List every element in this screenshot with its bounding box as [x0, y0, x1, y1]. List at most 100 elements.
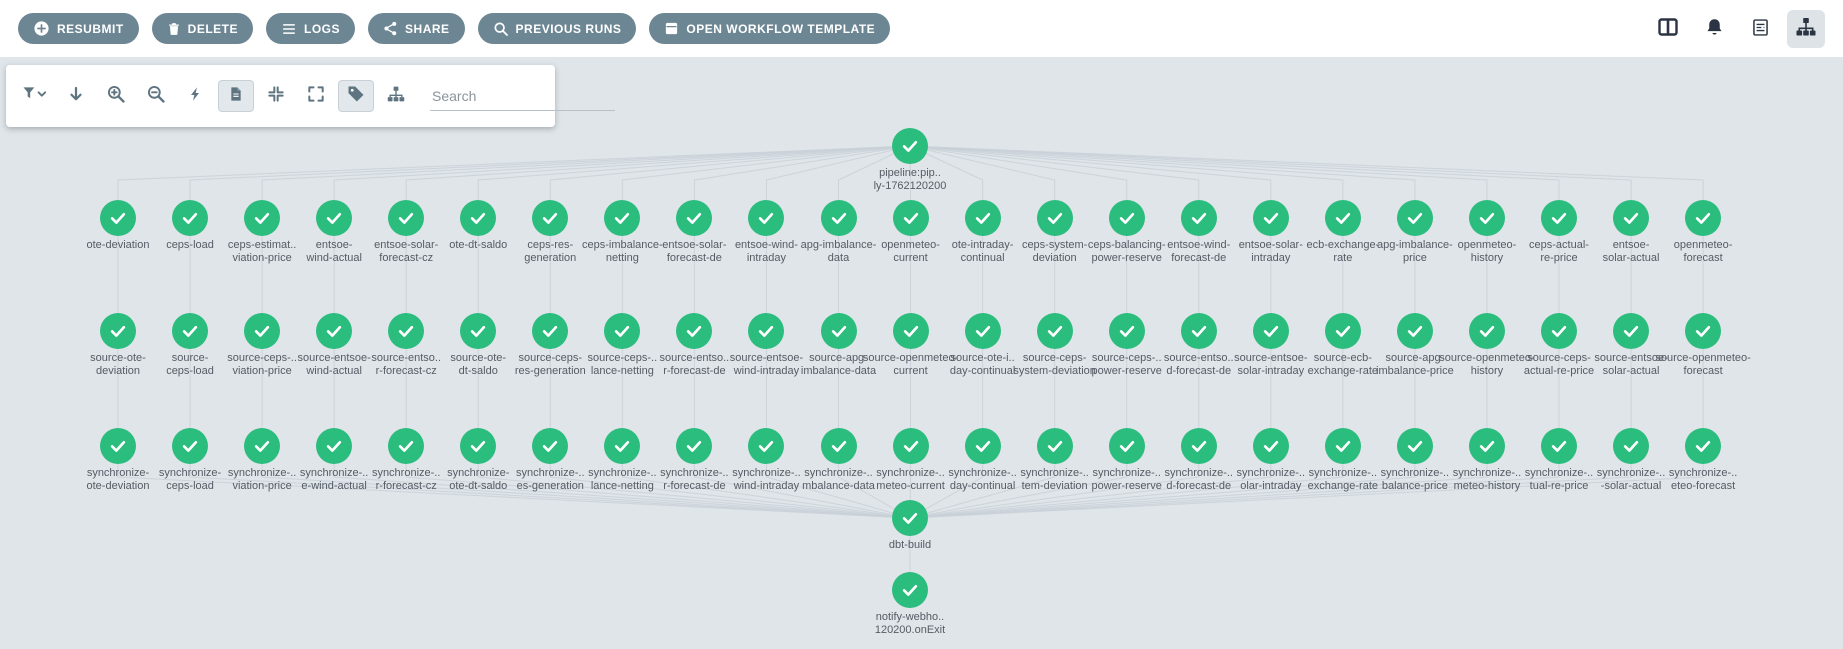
filter-button[interactable]: [18, 80, 54, 112]
node-status-succeeded-icon[interactable]: [172, 428, 209, 464]
split-columns-button[interactable]: [1649, 10, 1687, 48]
node-status-succeeded-icon[interactable]: [316, 428, 353, 464]
node-status-succeeded-icon[interactable]: [388, 313, 425, 349]
node-status-succeeded-icon[interactable]: [1252, 313, 1289, 349]
node-status-succeeded-icon[interactable]: [892, 572, 928, 608]
node-status-succeeded-icon[interactable]: [1036, 428, 1073, 464]
node-status-succeeded-icon[interactable]: [532, 200, 569, 236]
node-status-succeeded-icon[interactable]: [1685, 313, 1722, 349]
resubmit-button[interactable]: RESUBMIT: [18, 13, 139, 44]
dag-node: entsoe-wind-actual: [268, 200, 400, 264]
node-status-succeeded-icon[interactable]: [748, 200, 785, 236]
collapse-nodes-button[interactable]: [258, 80, 294, 112]
delete-button[interactable]: DELETE: [151, 13, 254, 44]
lightning-icon: [188, 84, 204, 109]
node-status-succeeded-icon[interactable]: [892, 128, 928, 164]
node-status-succeeded-icon[interactable]: [1036, 313, 1073, 349]
node-status-succeeded-icon[interactable]: [388, 200, 425, 236]
node-status-succeeded-icon[interactable]: [100, 200, 136, 236]
node-status-succeeded-icon[interactable]: [532, 313, 569, 349]
node-status-succeeded-icon[interactable]: [460, 313, 497, 349]
dag-node: synchronize-ceps-load: [124, 428, 256, 492]
report-button[interactable]: [1741, 10, 1779, 48]
node-status-succeeded-icon[interactable]: [892, 200, 929, 236]
node-status-succeeded-icon[interactable]: [1541, 200, 1577, 236]
node-status-succeeded-icon[interactable]: [316, 200, 353, 236]
node-status-succeeded-icon[interactable]: [316, 313, 353, 349]
node-status-succeeded-icon[interactable]: [172, 313, 209, 349]
show-labels-button[interactable]: [338, 80, 374, 112]
node-status-succeeded-icon[interactable]: [1324, 428, 1361, 464]
node-status-succeeded-icon[interactable]: [1324, 313, 1361, 349]
node-status-succeeded-icon[interactable]: [100, 313, 136, 349]
node-status-succeeded-icon[interactable]: [1396, 428, 1433, 464]
dag-node: source-apg-imbalance-price: [1349, 313, 1481, 377]
node-status-succeeded-icon[interactable]: [676, 428, 713, 464]
node-status-succeeded-icon[interactable]: [676, 313, 713, 349]
fullscreen-button[interactable]: [298, 80, 334, 112]
graph-view-button[interactable]: [1787, 9, 1825, 48]
zoom-out-button[interactable]: [138, 80, 174, 112]
node-status-succeeded-icon[interactable]: [1613, 428, 1650, 464]
share-button[interactable]: SHARE: [368, 13, 465, 44]
node-status-succeeded-icon[interactable]: [892, 313, 929, 349]
zoom-in-button[interactable]: [98, 80, 134, 112]
node-status-succeeded-icon[interactable]: [1613, 313, 1650, 349]
open-workflow-template-button[interactable]: OPEN WORKFLOW TEMPLATE: [649, 13, 891, 44]
node-status-succeeded-icon[interactable]: [1468, 200, 1505, 236]
node-status-succeeded-icon[interactable]: [1468, 428, 1505, 464]
node-status-succeeded-icon[interactable]: [1036, 200, 1073, 236]
dag-node: ceps-load: [124, 200, 256, 252]
node-status-succeeded-icon[interactable]: [964, 200, 1001, 236]
node-status-succeeded-icon[interactable]: [244, 200, 281, 236]
node-status-succeeded-icon[interactable]: [820, 313, 857, 349]
node-status-succeeded-icon[interactable]: [604, 428, 641, 464]
node-status-succeeded-icon[interactable]: [1324, 200, 1361, 236]
node-status-succeeded-icon[interactable]: [1541, 313, 1577, 349]
node-status-succeeded-icon[interactable]: [532, 428, 569, 464]
node-status-succeeded-icon[interactable]: [604, 200, 641, 236]
node-status-succeeded-icon[interactable]: [1396, 313, 1433, 349]
scroll-down-button[interactable]: [58, 80, 94, 112]
previous-runs-button[interactable]: PREVIOUS RUNS: [477, 13, 637, 44]
node-status-succeeded-icon[interactable]: [892, 500, 928, 536]
node-status-succeeded-icon[interactable]: [1396, 200, 1433, 236]
node-status-succeeded-icon[interactable]: [460, 428, 497, 464]
node-status-succeeded-icon[interactable]: [748, 428, 785, 464]
node-status-succeeded-icon[interactable]: [388, 428, 425, 464]
workflow-dag-canvas[interactable]: pipeline:pip..ly-1762120200 ote-deviation…: [0, 57, 1843, 649]
node-status-succeeded-icon[interactable]: [1468, 313, 1505, 349]
node-status-succeeded-icon[interactable]: [1613, 200, 1650, 236]
node-status-succeeded-icon[interactable]: [820, 428, 857, 464]
button-label: OPEN WORKFLOW TEMPLATE: [686, 21, 876, 36]
node-status-succeeded-icon[interactable]: [460, 200, 497, 236]
node-status-succeeded-icon[interactable]: [172, 200, 209, 236]
show-details-button[interactable]: [218, 80, 254, 112]
node-status-succeeded-icon[interactable]: [1685, 200, 1722, 236]
node-status-succeeded-icon[interactable]: [1252, 200, 1289, 236]
node-status-succeeded-icon[interactable]: [748, 313, 785, 349]
node-status-succeeded-icon[interactable]: [1108, 428, 1145, 464]
node-status-succeeded-icon[interactable]: [820, 200, 857, 236]
node-status-succeeded-icon[interactable]: [100, 428, 136, 464]
node-status-succeeded-icon[interactable]: [1180, 313, 1217, 349]
notifications-button[interactable]: [1695, 10, 1733, 48]
layout-sitemap-button[interactable]: [378, 80, 414, 112]
logs-button[interactable]: LOGS: [266, 13, 356, 44]
node-status-succeeded-icon[interactable]: [604, 313, 641, 349]
node-status-succeeded-icon[interactable]: [892, 428, 929, 464]
search-input[interactable]: [430, 81, 615, 111]
node-status-succeeded-icon[interactable]: [964, 428, 1001, 464]
node-status-succeeded-icon[interactable]: [1180, 428, 1217, 464]
node-status-succeeded-icon[interactable]: [1252, 428, 1289, 464]
node-status-succeeded-icon[interactable]: [964, 313, 1001, 349]
node-status-succeeded-icon[interactable]: [244, 313, 281, 349]
node-status-succeeded-icon[interactable]: [1685, 428, 1722, 464]
node-status-succeeded-icon[interactable]: [244, 428, 281, 464]
node-status-succeeded-icon[interactable]: [1108, 200, 1145, 236]
node-status-succeeded-icon[interactable]: [1180, 200, 1217, 236]
node-status-succeeded-icon[interactable]: [676, 200, 713, 236]
node-status-succeeded-icon[interactable]: [1108, 313, 1145, 349]
node-status-succeeded-icon[interactable]: [1541, 428, 1577, 464]
fast-render-button[interactable]: [178, 80, 214, 112]
